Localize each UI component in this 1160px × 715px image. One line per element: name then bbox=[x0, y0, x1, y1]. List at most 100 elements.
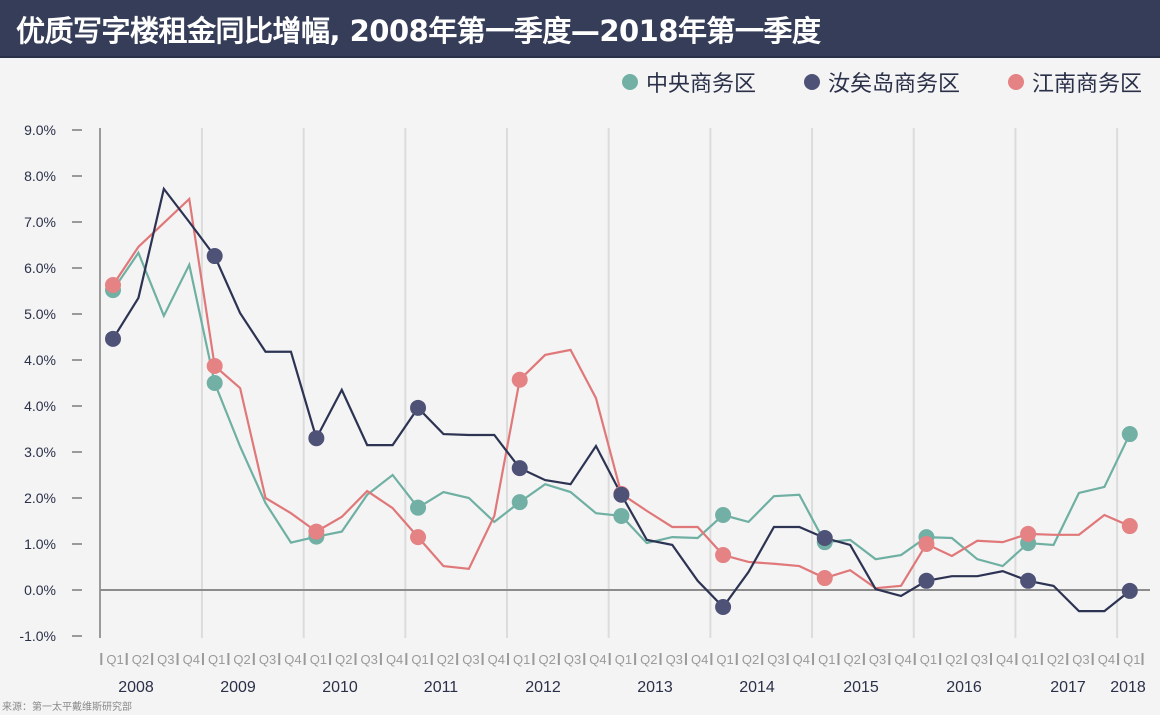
data-point-marker bbox=[1020, 525, 1037, 542]
y-tick-label: 3.0% bbox=[24, 444, 56, 460]
chart-title: 优质写字楼租金同比增幅, 2008年第一季度—2018年第一季度 bbox=[16, 14, 821, 48]
legend-label-gangnam: 江南商务区 bbox=[1031, 72, 1142, 97]
quarter-label: Q3 bbox=[462, 652, 479, 667]
legend-marker-cbd bbox=[621, 74, 638, 90]
quarter-label: Q4 bbox=[284, 652, 301, 667]
data-point-marker bbox=[816, 570, 833, 587]
quarter-label: Q4 bbox=[386, 652, 403, 667]
quarter-label: Q3 bbox=[1072, 652, 1089, 667]
quarter-label: Q1 bbox=[1123, 652, 1140, 667]
quarter-label: Q2 bbox=[1047, 652, 1064, 667]
year-label: 2008 bbox=[118, 679, 154, 696]
data-point-marker bbox=[206, 375, 223, 391]
year-label: 2017 bbox=[1050, 679, 1086, 696]
quarter-label: Q2 bbox=[742, 652, 759, 667]
data-point-marker bbox=[1121, 582, 1138, 599]
quarter-label: Q2 bbox=[335, 652, 352, 667]
quarter-label: Q3 bbox=[971, 652, 988, 667]
legend-label-cbd: 中央商务区 bbox=[645, 72, 756, 97]
quarter-label: Q3 bbox=[869, 652, 886, 667]
year-label: 2018 bbox=[1110, 679, 1146, 696]
data-point-marker bbox=[308, 523, 325, 540]
data-point-marker bbox=[613, 486, 630, 503]
legend-item-cbd: 中央商务区 bbox=[621, 66, 756, 98]
data-point-marker bbox=[511, 494, 528, 511]
data-point-marker bbox=[715, 547, 732, 564]
legend-label-yeouido: 汝矣岛商务区 bbox=[827, 72, 960, 97]
quarter-label: Q4 bbox=[793, 652, 810, 667]
year-label: 2016 bbox=[946, 679, 982, 696]
y-tick-label: 9.0% bbox=[24, 122, 56, 138]
legend-marker-yeouido bbox=[803, 74, 820, 90]
quarter-label: Q1 bbox=[106, 652, 123, 667]
series-line-1 bbox=[112, 186, 1131, 613]
data-point-marker bbox=[715, 599, 732, 616]
quarter-label: Q1 bbox=[513, 652, 530, 667]
data-point-marker bbox=[918, 572, 935, 589]
data-point-marker bbox=[105, 277, 121, 294]
data-point-marker bbox=[105, 330, 121, 347]
source-note: 来源：第一太平戴维斯研究部 bbox=[2, 702, 132, 713]
quarter-label: Q2 bbox=[844, 652, 861, 667]
y-tick-label: 7.0% bbox=[24, 214, 56, 230]
y-tick-label: 6.0% bbox=[24, 260, 56, 276]
quarter-label: Q4 bbox=[488, 652, 505, 667]
data-point-marker bbox=[308, 430, 325, 447]
year-label: 2014 bbox=[739, 679, 775, 696]
data-point-marker bbox=[511, 371, 528, 388]
y-tick-label: 4.0% bbox=[24, 352, 56, 368]
y-tick-label: 1.0% bbox=[24, 536, 56, 552]
legend: 中央商务区 汝矣岛商务区 江南商务区 bbox=[621, 66, 1142, 98]
quarter-label: Q3 bbox=[564, 652, 581, 667]
quarter-label: Q3 bbox=[666, 652, 683, 667]
series-line-2 bbox=[112, 196, 1131, 590]
quarter-label: Q1 bbox=[1021, 652, 1038, 667]
data-point-marker bbox=[206, 357, 223, 374]
legend-item-yeouido: 汝矣岛商务区 bbox=[803, 66, 960, 98]
y-tick-label: 0.0% bbox=[24, 582, 56, 598]
quarter-label: Q1 bbox=[920, 652, 937, 667]
quarter-label: Q1 bbox=[818, 652, 835, 667]
title-bar: 优质写字楼租金同比增幅, 2008年第一季度—2018年第一季度 bbox=[0, 0, 1160, 58]
quarter-label: Q3 bbox=[361, 652, 378, 667]
quarter-label: Q2 bbox=[233, 652, 250, 667]
data-point-marker bbox=[206, 248, 223, 265]
quarter-label: Q4 bbox=[996, 652, 1013, 667]
year-label: 2015 bbox=[843, 679, 879, 696]
y-tick-label: 8.0% bbox=[24, 168, 56, 184]
data-point-marker bbox=[410, 529, 427, 546]
data-point-marker bbox=[1121, 518, 1138, 535]
quarter-label: Q2 bbox=[132, 652, 149, 667]
data-point-marker bbox=[918, 536, 935, 552]
quarter-label: Q3 bbox=[157, 652, 174, 667]
quarter-label: Q1 bbox=[208, 652, 225, 667]
data-point-marker bbox=[410, 399, 427, 416]
quarter-label: Q4 bbox=[589, 652, 606, 667]
data-point-marker bbox=[410, 499, 427, 516]
quarter-label: Q1 bbox=[411, 652, 428, 667]
data-point-marker bbox=[816, 530, 833, 547]
quarter-label: Q3 bbox=[767, 652, 784, 667]
year-label: 2010 bbox=[322, 679, 358, 696]
y-tick-label: 5.0% bbox=[24, 306, 56, 322]
quarter-label: Q4 bbox=[691, 652, 708, 667]
data-point-marker bbox=[1020, 572, 1037, 589]
y-tick-label: 4.0% bbox=[24, 398, 56, 414]
year-label: 2012 bbox=[525, 679, 561, 696]
year-label: 2009 bbox=[220, 679, 256, 696]
y-tick-label: 2.0% bbox=[24, 490, 56, 506]
quarter-label: Q2 bbox=[538, 652, 555, 667]
quarter-label: Q1 bbox=[716, 652, 733, 667]
y-tick-label: -1.0% bbox=[19, 628, 56, 644]
quarter-label: Q4 bbox=[183, 652, 200, 667]
year-label: 2011 bbox=[424, 679, 459, 696]
year-label: 2013 bbox=[637, 679, 673, 696]
quarter-label: Q2 bbox=[640, 652, 657, 667]
quarter-label: Q4 bbox=[894, 652, 911, 667]
quarter-label: Q3 bbox=[259, 652, 276, 667]
quarter-label: Q2 bbox=[945, 652, 962, 667]
quarter-label: Q1 bbox=[615, 652, 632, 667]
data-point-marker bbox=[613, 507, 630, 524]
quarter-label: Q1 bbox=[310, 652, 327, 667]
